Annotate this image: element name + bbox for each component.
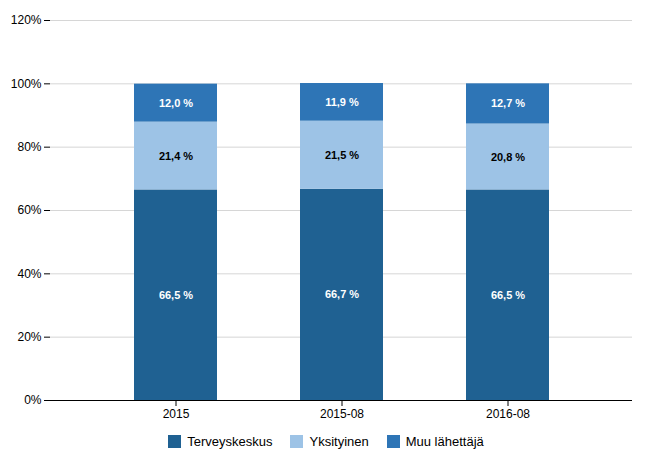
svg-text:40%: 40% <box>17 267 41 281</box>
svg-text:21,5 %: 21,5 % <box>325 149 359 161</box>
html-text:Terveyskeskus: Terveyskeskus <box>187 434 273 449</box>
html-text:Muu lähettäjä: Muu lähettäjä <box>405 434 484 449</box>
svg-text:2016-08: 2016-08 <box>486 407 530 421</box>
svg-text:20%: 20% <box>17 330 41 344</box>
svg-text:66,5 %: 66,5 % <box>491 289 525 301</box>
svg-text:60%: 60% <box>17 203 41 217</box>
svg-text:0%: 0% <box>24 393 42 407</box>
html-text:Yksityinen: Yksityinen <box>309 434 369 449</box>
svg-text:66,7 %: 66,7 % <box>325 288 359 300</box>
svg-text:11,9 %: 11,9 % <box>325 96 359 108</box>
svg-text:120%: 120% <box>11 13 42 27</box>
svg-text:21,4 %: 21,4 % <box>159 150 193 162</box>
svg-text:2015-08: 2015-08 <box>320 407 364 421</box>
svg-text:2015: 2015 <box>163 407 190 421</box>
svg-text:12,7 %: 12,7 % <box>491 97 525 109</box>
svg-text:100%: 100% <box>11 77 42 91</box>
svg-text:12,0 %: 12,0 % <box>159 97 193 109</box>
svg-text:20,8 %: 20,8 % <box>491 151 525 163</box>
svg-text:66,5 %: 66,5 % <box>159 289 193 301</box>
svg-text:80%: 80% <box>17 140 41 154</box>
